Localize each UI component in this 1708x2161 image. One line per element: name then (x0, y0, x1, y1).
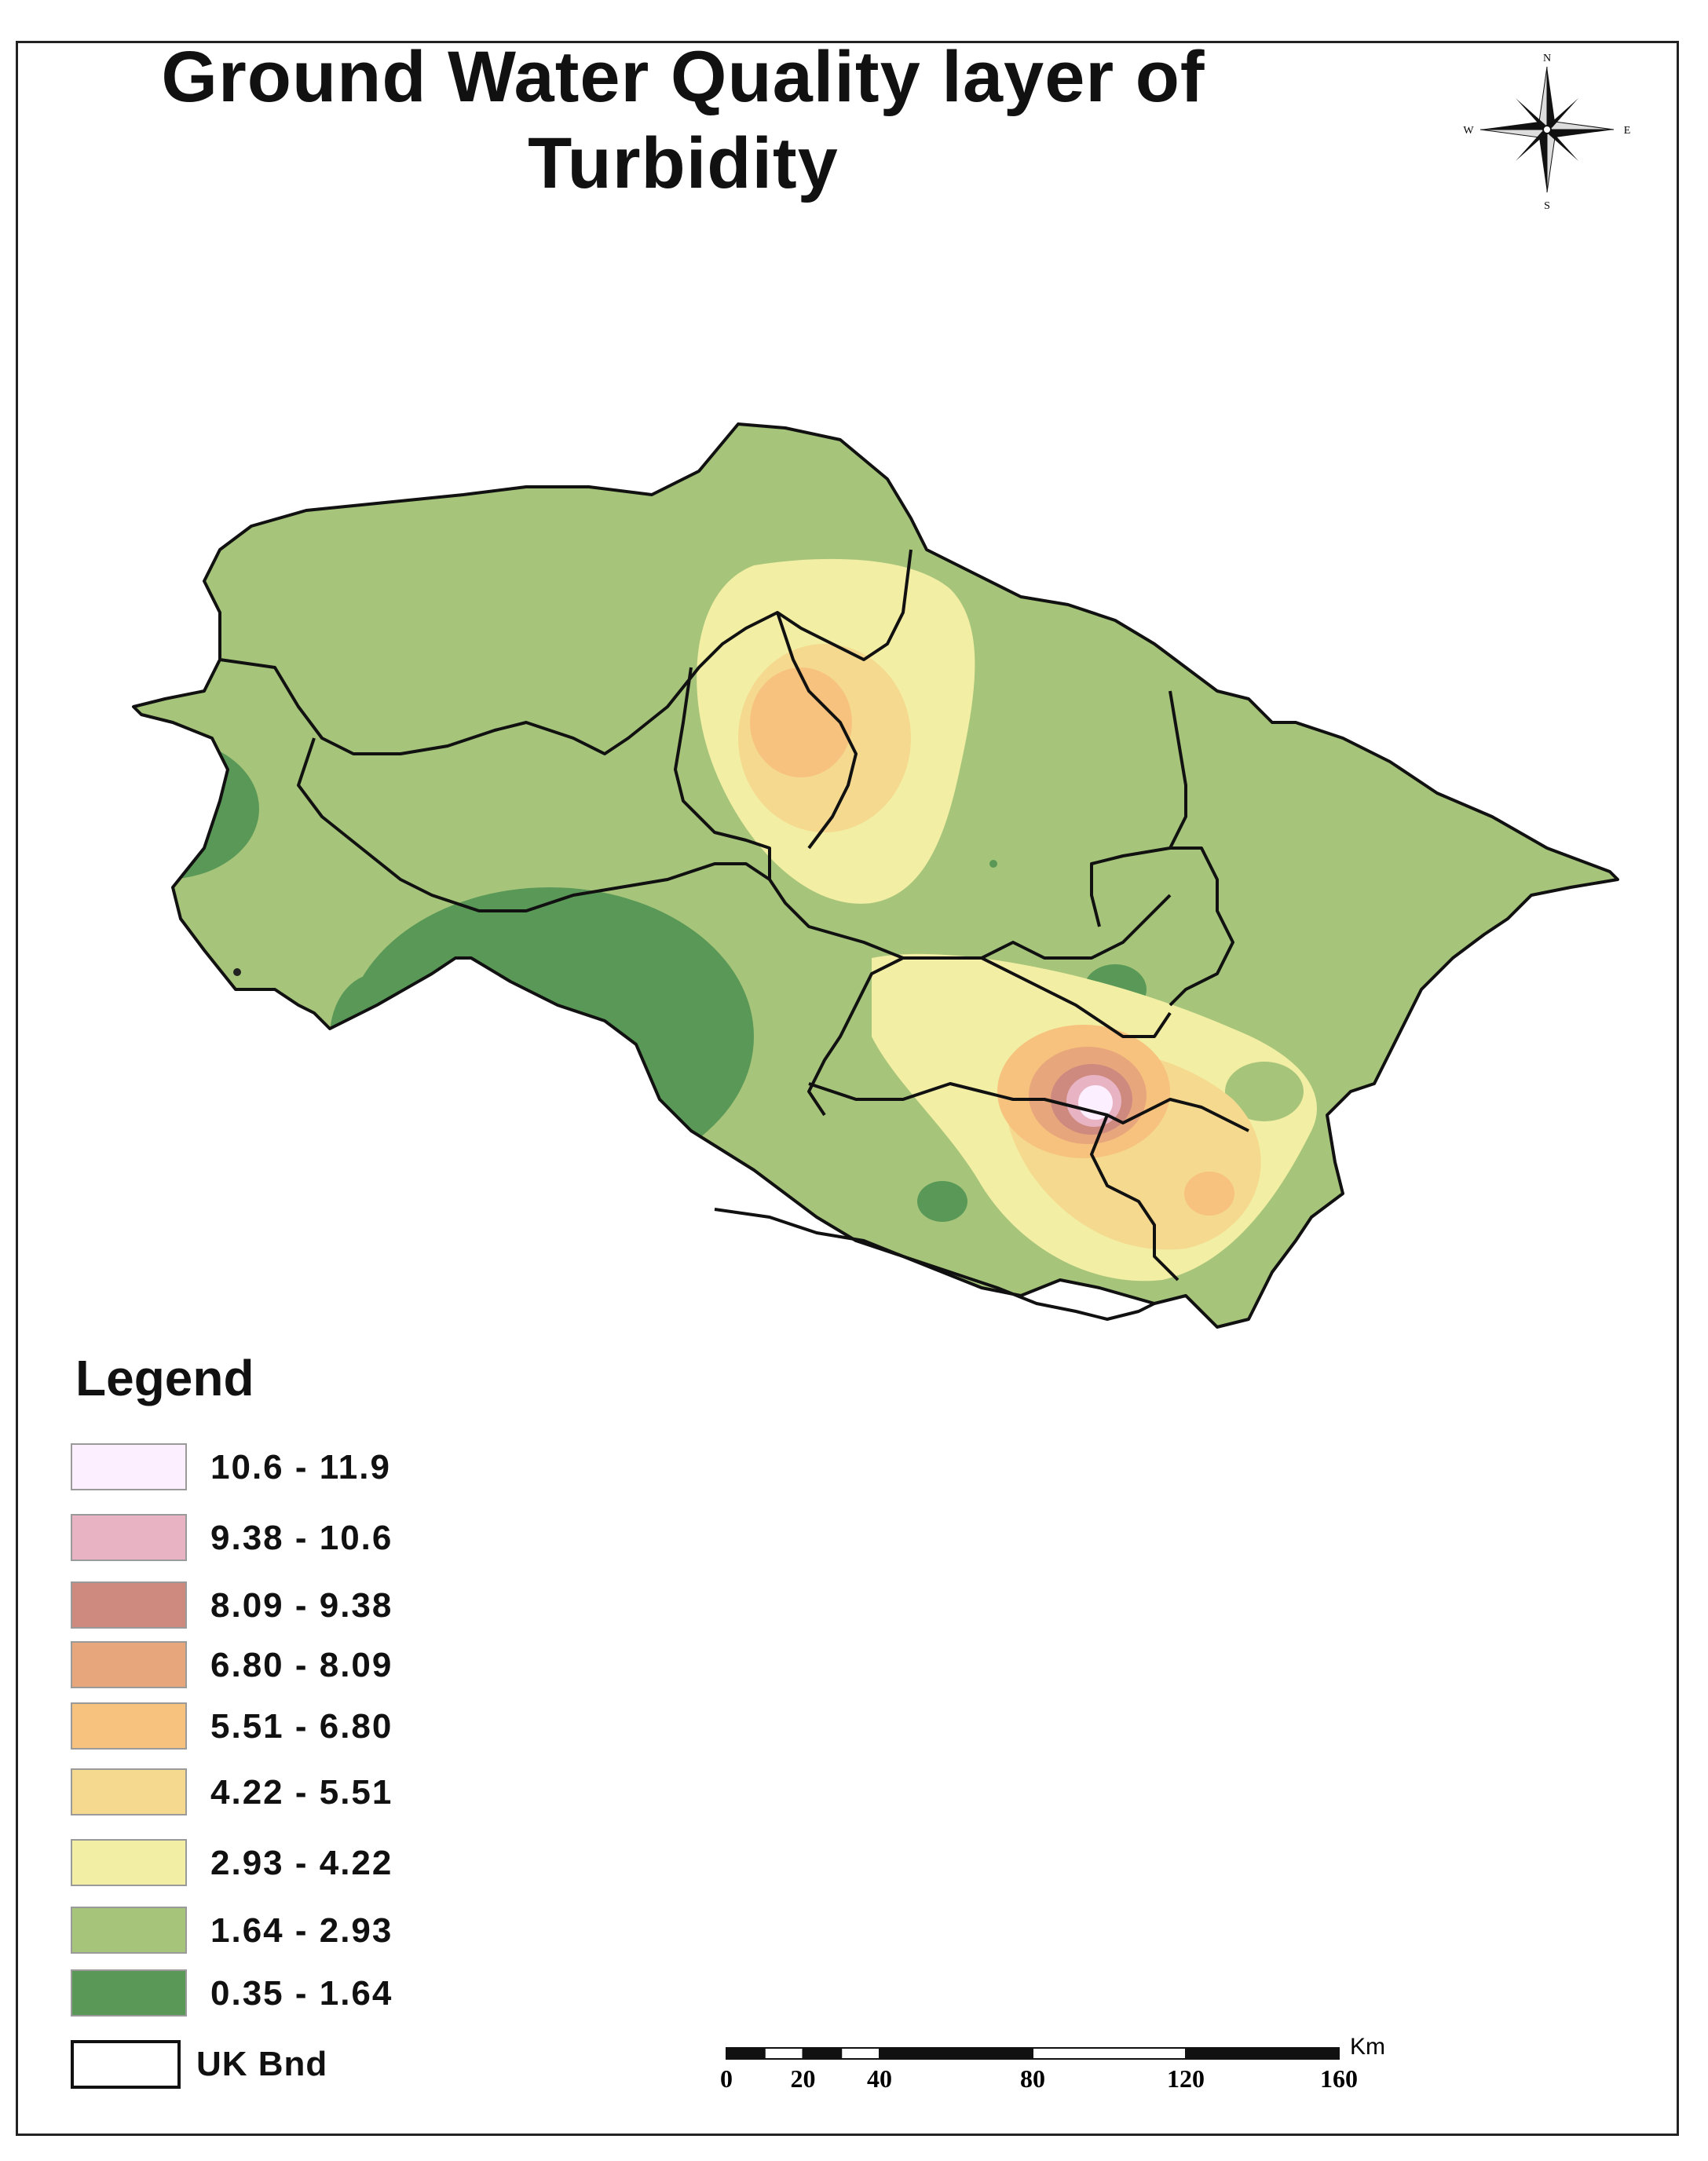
legend-swatch (71, 1443, 187, 1490)
legend-swatch (71, 1514, 187, 1561)
scale-tick-label: 160 (1320, 2064, 1358, 2093)
legend-swatch (71, 1969, 187, 2017)
legend-label: 5.51 - 6.80 (210, 1707, 393, 1746)
legend-item: 0.35 - 1.64 (71, 1969, 542, 2018)
scale-tick-label: 120 (1167, 2064, 1205, 2093)
scale-tick-label: 80 (1020, 2064, 1045, 2093)
legend-swatch-boundary (71, 2040, 181, 2089)
south-label: S (1544, 200, 1550, 212)
map-title-line-2: Turbidity (528, 123, 839, 203)
scale-segment (840, 2047, 880, 2060)
legend-swatch (71, 1768, 187, 1815)
legend-item: 5.51 - 6.80 (71, 1702, 542, 1751)
compass-rose-icon: N S E W (1463, 53, 1631, 212)
legend-label: 10.6 - 11.9 (210, 1448, 391, 1486)
scale-segment (763, 2047, 804, 2060)
scale-tick-label: 40 (867, 2064, 892, 2093)
legend-label: 6.80 - 8.09 (210, 1646, 393, 1684)
scale-tick-label: 20 (791, 2064, 816, 2093)
scale-segment (1032, 2047, 1187, 2060)
legend-label: 1.64 - 2.93 (210, 1911, 393, 1950)
east-label: E (1624, 125, 1631, 137)
legend-label-boundary: UK Bnd (196, 2045, 328, 2083)
legend-label: 8.09 - 9.38 (210, 1586, 393, 1625)
north-label: N (1543, 53, 1551, 64)
district-boundaries (132, 422, 1619, 1329)
legend-swatch (71, 1702, 187, 1750)
legend-label: 4.22 - 5.51 (210, 1773, 393, 1812)
turbidity-surface (133, 424, 1618, 1327)
scale-unit-label: Km (1350, 2034, 1385, 2060)
legend-item-boundary: UK Bnd (71, 2040, 542, 2089)
scale-tick-label: 0 (720, 2064, 733, 2093)
legend-item: 6.80 - 8.09 (71, 1641, 542, 1690)
legend-label: 0.35 - 1.64 (210, 1974, 393, 2013)
scale-segment (802, 2047, 843, 2060)
west-label: W (1463, 125, 1474, 137)
legend-swatch (71, 1907, 187, 1954)
legend-swatch (71, 1581, 187, 1629)
legend-swatch (71, 1641, 187, 1688)
legend-item: 10.6 - 11.9 (71, 1443, 542, 1492)
legend-title: Legend (75, 1350, 254, 1406)
low-zone (346, 887, 754, 1186)
north-point (1547, 67, 1555, 130)
scale-segment (1185, 2047, 1340, 2060)
legend-item: 4.22 - 5.51 (71, 1768, 542, 1817)
legend-item: 8.09 - 9.38 (71, 1581, 542, 1630)
legend-item: 9.38 - 10.6 (71, 1514, 542, 1563)
scale-segment (726, 2047, 766, 2060)
legend-item: 2.93 - 4.22 (71, 1839, 542, 1888)
legend-item: 1.64 - 2.93 (71, 1907, 542, 1955)
map-title-line-1: Ground Water Quality layer of (161, 37, 1205, 117)
scale-segment (879, 2047, 1033, 2060)
turbidity-map (132, 422, 1619, 1329)
legend-label: 9.38 - 10.6 (210, 1519, 393, 1557)
legend-swatch (71, 1839, 187, 1886)
legend-label: 2.93 - 4.22 (210, 1844, 393, 1882)
scale-bar: 0 20 40 80 120 160 Km (720, 2034, 1385, 2093)
